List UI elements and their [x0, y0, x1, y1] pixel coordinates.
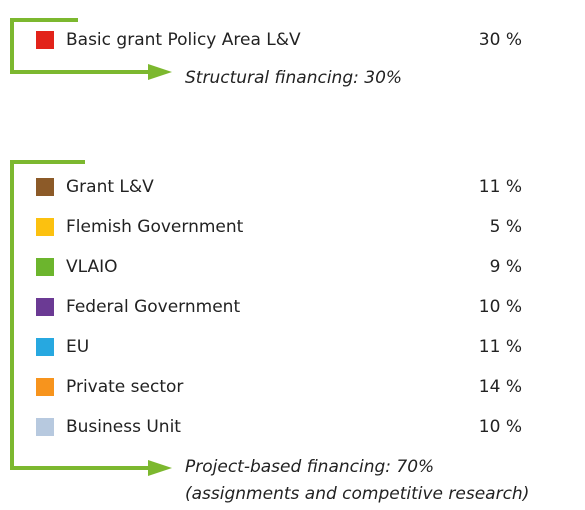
bracket	[10, 160, 152, 470]
arrow-head	[148, 460, 172, 476]
color-swatch	[36, 218, 54, 236]
color-swatch	[36, 31, 54, 49]
item-value: 5 %	[490, 217, 522, 237]
arrow-head	[148, 64, 172, 80]
item-value: 10 %	[479, 417, 522, 437]
color-swatch	[36, 298, 54, 316]
bracket	[10, 18, 152, 74]
item-value: 14 %	[479, 377, 522, 397]
item-name: Business Unit	[66, 417, 181, 437]
caption: Project-based financing: 70%	[185, 457, 434, 477]
item-name: Federal Government	[66, 297, 240, 317]
caption: (assignments and competitive research)	[185, 484, 529, 504]
item-name: EU	[66, 337, 89, 357]
item-value: 11 %	[479, 337, 522, 357]
item-name: Grant L&V	[66, 177, 154, 197]
caption: Structural financing: 30%	[185, 68, 402, 88]
item-name: VLAIO	[66, 257, 118, 277]
item-name: Private sector	[66, 377, 183, 397]
item-value: 11 %	[479, 177, 522, 197]
color-swatch	[36, 178, 54, 196]
color-swatch	[36, 378, 54, 396]
item-value: 10 %	[479, 297, 522, 317]
color-swatch	[36, 338, 54, 356]
color-swatch	[36, 418, 54, 436]
color-swatch	[36, 258, 54, 276]
item-value: 9 %	[490, 257, 522, 277]
item-name: Flemish Government	[66, 217, 244, 237]
item-name: Basic grant Policy Area L&V	[66, 30, 301, 50]
item-value: 30 %	[479, 30, 522, 50]
